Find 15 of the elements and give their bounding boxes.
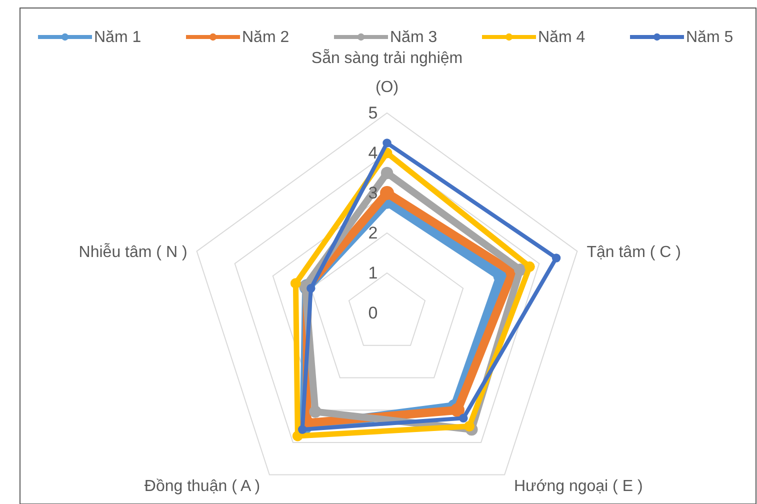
y-tick-label: 0 [368,304,378,322]
legend-label: Năm 1 [94,29,142,46]
y-tick-label: 2 [368,224,378,242]
spoke-label: Sẵn sàng trải nghiệm (O) [311,49,463,96]
y-tick-label: 4 [368,144,378,162]
spoke-label: Nhiễu tâm ( N ) [78,243,188,262]
legend-label: Năm 4 [538,29,586,46]
spoke-label: Tận tâm ( C ) [586,244,681,262]
legend-label: Năm 3 [390,29,438,46]
y-tick-label: 1 [368,264,378,282]
y-tick-label: 5 [368,104,378,122]
legend-label: Năm 2 [242,29,290,46]
spoke-label: Hướng ngoại ( E ) [514,478,643,495]
spoke-label: Đồng thuận ( A ) [144,478,260,495]
legend-label: Năm 5 [686,29,734,46]
